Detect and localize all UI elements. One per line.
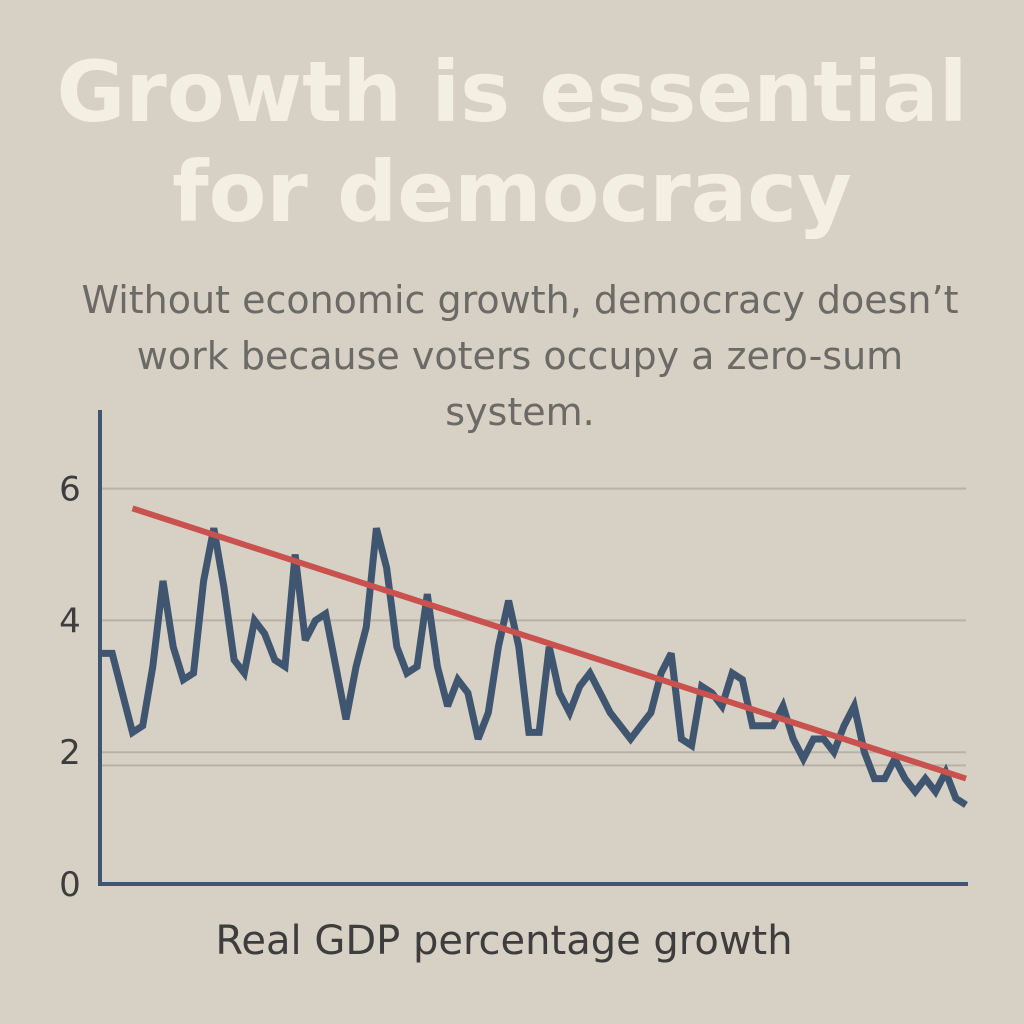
y-tick-label-0: 0 [59, 865, 81, 905]
y-tick-label-2: 2 [59, 733, 81, 773]
y-tick-label-6: 6 [59, 470, 81, 510]
y-tick-label-4: 4 [59, 601, 81, 641]
x-axis-label: Real GDP percentage growth [215, 918, 792, 964]
title-line-2: for democracy [172, 143, 852, 241]
trend-line [131, 505, 967, 782]
subtitle-line-1: Without economic growth, democracy doesn… [81, 278, 959, 322]
page-title: Growth is essential for democracy [0, 42, 1024, 242]
title-line-1: Growth is essential [56, 43, 968, 141]
y-tick-labels: 0 2 4 6 [59, 470, 81, 905]
grid-layer [100, 487, 966, 767]
subtitle-line-2: work because voters occupy a zero-sum sy… [136, 334, 904, 434]
page-subtitle: Without economic growth, democracy doesn… [60, 272, 980, 440]
axis-layer [98, 410, 968, 886]
series-layer [102, 505, 968, 808]
gdp-growth-series-line [102, 527, 968, 808]
